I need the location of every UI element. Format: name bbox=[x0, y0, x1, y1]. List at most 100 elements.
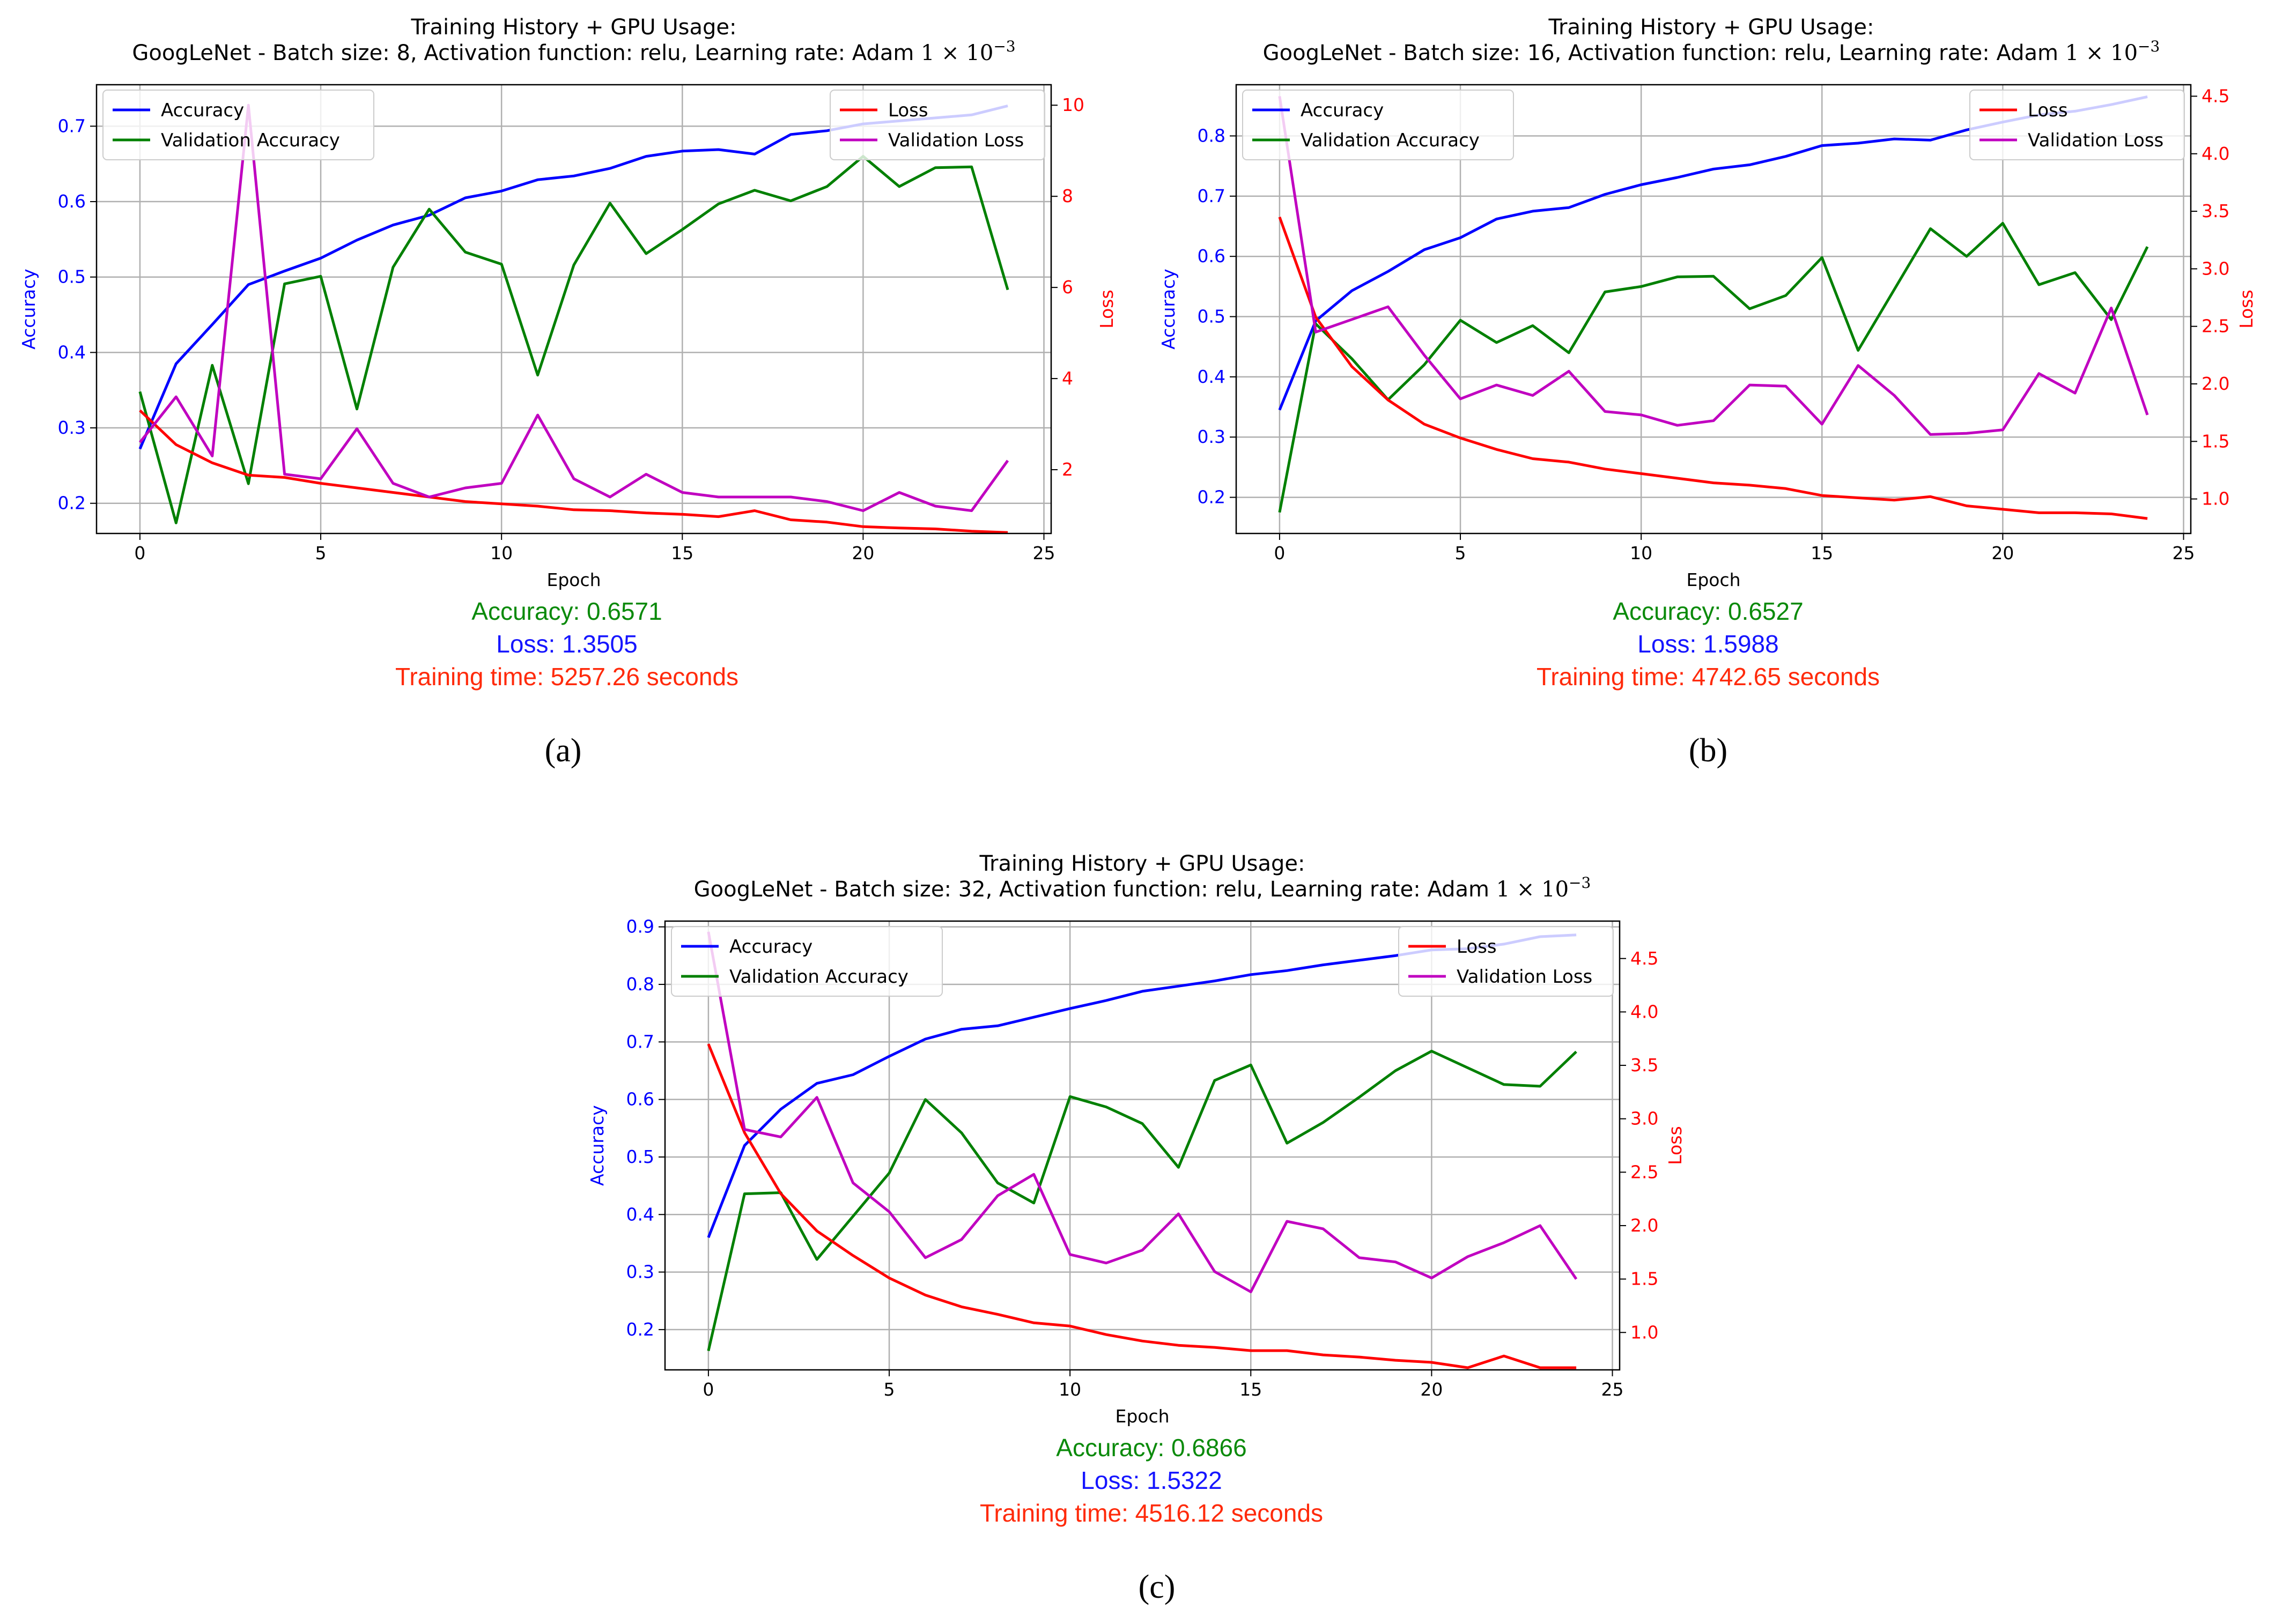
legend-right bbox=[1969, 90, 2185, 160]
x-tick-label: 20 bbox=[852, 543, 874, 563]
legend-left bbox=[671, 926, 943, 997]
legend-left bbox=[102, 90, 374, 160]
y-tick-label: 0.7 bbox=[58, 115, 86, 136]
y2-tick-label: 2.5 bbox=[1630, 1161, 1658, 1182]
x-tick-label: 10 bbox=[1630, 543, 1652, 563]
legend-right bbox=[830, 90, 1045, 160]
chart-subtitle: GoogLeNet - Batch size: 16, Activation f… bbox=[1263, 38, 2160, 65]
y-tick-label: 0.2 bbox=[1198, 487, 1225, 508]
y2-tick-label: 1.0 bbox=[1630, 1322, 1658, 1343]
chart-panel-a: Training History + GPU Usage: GoogLeNet -… bbox=[0, 0, 1138, 804]
series-line-loss bbox=[707, 1043, 1577, 1369]
plot-frame bbox=[664, 920, 1621, 1371]
chart-subtitle: GoogLeNet - Batch size: 32, Activation f… bbox=[694, 874, 1591, 902]
stats-block-c: Accuracy: 0.6866 Loss: 1.5322 Training t… bbox=[776, 1432, 1527, 1530]
y2-tick-label: 6 bbox=[1062, 277, 1073, 298]
y-tick-label: 0.7 bbox=[626, 1031, 654, 1052]
legend-label: Validation Accuracy bbox=[729, 966, 908, 988]
legend-left bbox=[1242, 90, 1514, 160]
y-axis-label: Accuracy bbox=[587, 1105, 608, 1186]
series-line-validation-accuracy bbox=[1278, 221, 2149, 513]
chart-subtitle: GoogLeNet - Batch size: 8, Activation fu… bbox=[132, 38, 1015, 65]
series-line-loss bbox=[139, 409, 1008, 534]
plot-frame bbox=[95, 84, 1052, 535]
y2-axis-label: Loss bbox=[2236, 290, 2257, 328]
y2-tick-label: 2.0 bbox=[1630, 1215, 1658, 1236]
y2-axis-label: Loss bbox=[1665, 1126, 1686, 1165]
series-line-validation-loss bbox=[1278, 96, 2149, 436]
chart-panel-c: Training History + GPU Usage: GoogLeNet -… bbox=[568, 836, 1706, 1624]
y-tick-label: 0.5 bbox=[58, 266, 86, 287]
y2-tick-label: 4.5 bbox=[2202, 85, 2229, 106]
subfigure-label-c: (c) bbox=[1138, 1569, 1176, 1605]
x-axis-label: Epoch bbox=[1115, 1406, 1169, 1427]
chart-title: Training History + GPU Usage: bbox=[410, 15, 736, 40]
legend-label: Validation Loss bbox=[1457, 966, 1592, 988]
y-axis-label: Accuracy bbox=[18, 269, 39, 350]
y2-tick-label: 2.0 bbox=[2202, 373, 2229, 394]
y2-tick-label: 4.5 bbox=[1630, 948, 1658, 969]
plot-frame bbox=[1235, 84, 2192, 535]
y-tick-label: 0.6 bbox=[626, 1089, 654, 1110]
chart-svg-a: Training History + GPU Usage:GoogLeNet -… bbox=[18, 15, 1117, 590]
x-tick-label: 25 bbox=[1601, 1379, 1624, 1400]
y-tick-label: 0.2 bbox=[626, 1319, 654, 1340]
y2-tick-label: 2 bbox=[1062, 459, 1073, 480]
chart-title: Training History + GPU Usage: bbox=[1548, 15, 1874, 40]
legend-right bbox=[1398, 926, 1614, 997]
x-tick-label: 25 bbox=[2173, 543, 2195, 563]
stat-accuracy: Accuracy: 0.6527 bbox=[1613, 597, 1804, 625]
y2-tick-label: 4.0 bbox=[2202, 143, 2229, 164]
legend-label: Validation Accuracy bbox=[1301, 130, 1480, 151]
y-tick-label: 0.3 bbox=[58, 417, 86, 438]
series-line-loss bbox=[1278, 216, 2148, 520]
y-tick-label: 0.2 bbox=[58, 493, 86, 514]
y2-tick-label: 3.5 bbox=[2202, 201, 2229, 221]
chart-panel-b: Training History + GPU Usage: GoogLeNet -… bbox=[1138, 0, 2275, 804]
y2-tick-label: 1.5 bbox=[2202, 431, 2229, 451]
y-tick-label: 0.4 bbox=[58, 342, 86, 362]
chart-svg-c: Training History + GPU Usage:GoogLeNet -… bbox=[587, 851, 1686, 1427]
y-tick-label: 0.5 bbox=[1198, 306, 1225, 327]
stat-loss: Loss: 1.5988 bbox=[1637, 630, 1779, 658]
legend-label: Loss bbox=[888, 100, 928, 121]
y-tick-label: 0.4 bbox=[1198, 366, 1225, 387]
x-tick-label: 5 bbox=[315, 543, 327, 563]
stat-accuracy: Accuracy: 0.6571 bbox=[471, 597, 662, 625]
legend-label: Accuracy bbox=[161, 100, 244, 121]
x-tick-label: 5 bbox=[884, 1379, 895, 1400]
series-line-validation-loss bbox=[138, 103, 1009, 512]
legend-label: Accuracy bbox=[729, 936, 812, 958]
y-tick-label: 0.3 bbox=[1198, 426, 1225, 447]
stat-training-time: Training time: 4516.12 seconds bbox=[979, 1499, 1324, 1527]
y2-axis-label: Loss bbox=[1096, 290, 1117, 328]
x-tick-label: 0 bbox=[1274, 543, 1285, 563]
y-tick-label: 0.6 bbox=[1198, 246, 1225, 266]
legend-label: Validation Loss bbox=[2028, 130, 2163, 151]
y2-tick-label: 4 bbox=[1062, 368, 1073, 389]
y-tick-label: 0.4 bbox=[626, 1204, 654, 1225]
x-tick-label: 15 bbox=[1811, 543, 1833, 563]
legend-label: Loss bbox=[2028, 100, 2068, 121]
y-tick-label: 0.5 bbox=[626, 1146, 654, 1167]
y2-tick-label: 1.0 bbox=[2202, 488, 2229, 509]
y-axis-label: Accuracy bbox=[1158, 269, 1179, 350]
x-tick-label: 10 bbox=[490, 543, 513, 563]
y2-tick-label: 10 bbox=[1062, 94, 1084, 115]
legend-label: Accuracy bbox=[1301, 100, 1384, 121]
y-tick-label: 0.6 bbox=[58, 191, 86, 212]
series-line-validation-accuracy bbox=[707, 1050, 1577, 1352]
x-tick-label: 15 bbox=[1239, 1379, 1262, 1400]
y2-tick-label: 3.5 bbox=[1630, 1055, 1658, 1076]
y-tick-label: 0.9 bbox=[626, 916, 654, 937]
x-tick-label: 20 bbox=[1991, 543, 2014, 563]
stat-loss: Loss: 1.5322 bbox=[1081, 1466, 1222, 1494]
x-tick-label: 0 bbox=[134, 543, 145, 563]
y2-tick-label: 4.0 bbox=[1630, 1001, 1658, 1022]
x-tick-label: 5 bbox=[1455, 543, 1466, 563]
y2-tick-label: 8 bbox=[1062, 186, 1073, 206]
stat-loss: Loss: 1.3505 bbox=[496, 630, 638, 658]
chart-title: Training History + GPU Usage: bbox=[979, 851, 1305, 876]
y2-tick-label: 3.0 bbox=[2202, 258, 2229, 279]
stat-training-time: Training time: 5257.26 seconds bbox=[395, 663, 739, 691]
